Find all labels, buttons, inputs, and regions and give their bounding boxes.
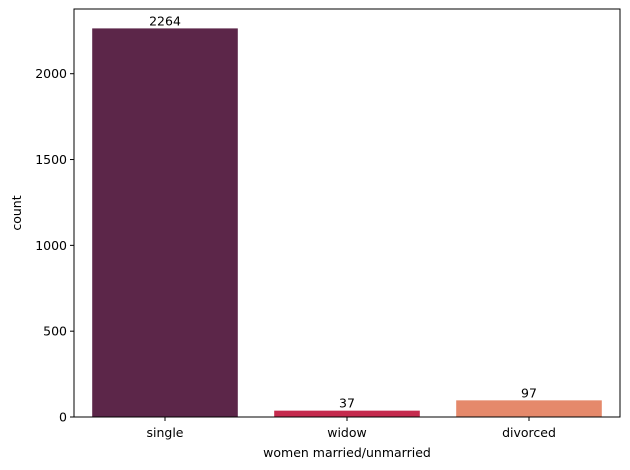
bars-layer — [92, 28, 602, 418]
x-tick-label-widow: widow — [327, 425, 367, 440]
data-label-single: 2264 — [149, 13, 181, 28]
y-tick-label: 0 — [59, 410, 67, 425]
data-label-divorced: 97 — [521, 385, 537, 400]
y-tick-label: 2000 — [35, 66, 67, 81]
y-tick-label: 1000 — [35, 238, 67, 253]
y-tick-label: 500 — [43, 324, 67, 339]
plot-frame — [73, 8, 621, 418]
bar-widow — [274, 410, 420, 417]
bar-divorced — [456, 400, 602, 417]
x-tick-label-single: single — [146, 425, 183, 440]
bar-single — [92, 28, 238, 418]
y-axis: 0 500 1000 1500 2000 — [35, 66, 74, 425]
data-labels-layer: 2264 37 97 — [149, 13, 537, 410]
x-axis: single widow divorced — [146, 417, 556, 440]
x-tick-label-divorced: divorced — [502, 425, 556, 440]
x-axis-label: women married/unmarried — [263, 445, 431, 460]
y-tick-label: 1500 — [35, 152, 67, 167]
y-axis-label: count — [9, 195, 24, 230]
data-label-widow: 37 — [339, 396, 355, 411]
